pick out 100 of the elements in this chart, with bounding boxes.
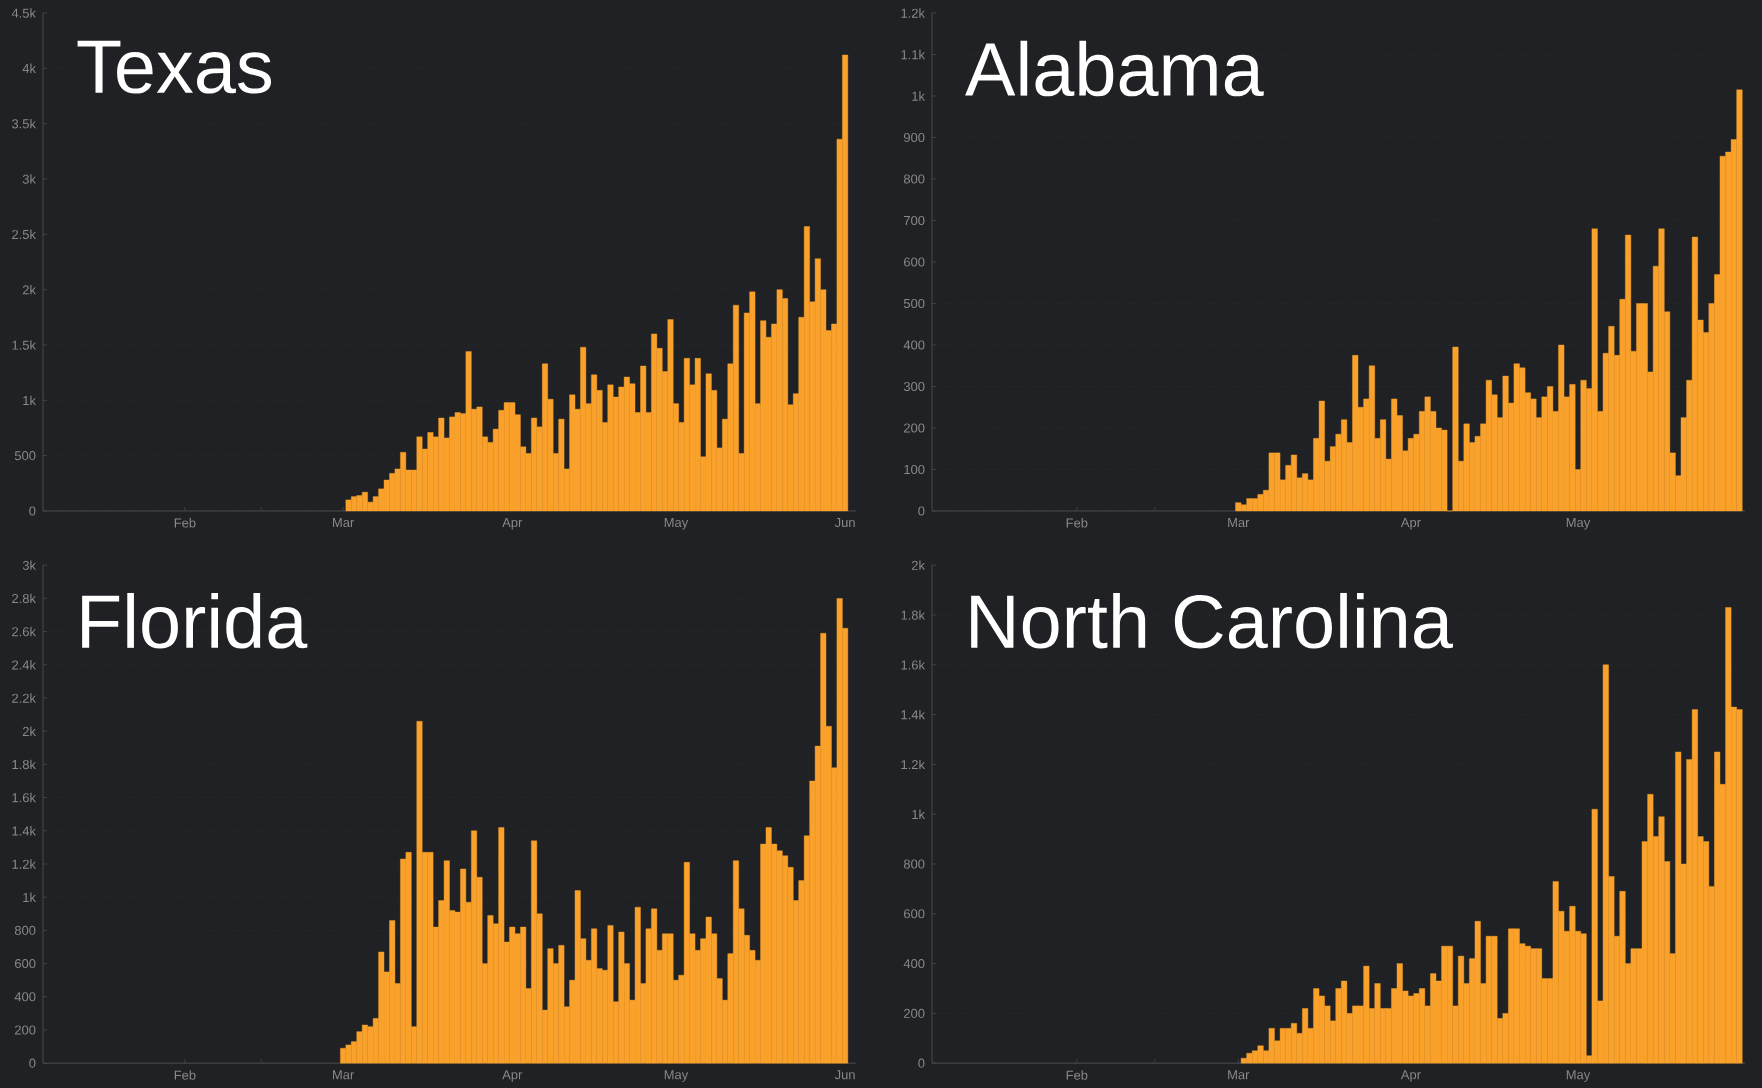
bar bbox=[1675, 751, 1682, 1064]
bar bbox=[416, 720, 423, 1064]
bar bbox=[405, 851, 412, 1064]
bar bbox=[705, 373, 712, 511]
bar bbox=[1463, 423, 1470, 511]
bar bbox=[803, 226, 810, 511]
bar bbox=[1240, 504, 1247, 511]
bar bbox=[378, 951, 385, 1064]
bar bbox=[667, 319, 674, 511]
bar bbox=[498, 827, 505, 1064]
bar bbox=[1491, 935, 1498, 1064]
bar bbox=[389, 920, 396, 1064]
bar bbox=[1391, 398, 1398, 511]
bar bbox=[1580, 933, 1587, 1064]
bar bbox=[1446, 945, 1453, 1064]
bar bbox=[1374, 983, 1381, 1064]
bar bbox=[1452, 346, 1459, 511]
bar bbox=[520, 926, 527, 1064]
bar bbox=[569, 394, 576, 511]
bar bbox=[1691, 236, 1698, 511]
bar bbox=[1725, 607, 1732, 1064]
bar bbox=[591, 928, 598, 1064]
bar bbox=[836, 597, 843, 1064]
bar bbox=[1246, 1052, 1253, 1064]
bar bbox=[618, 931, 625, 1064]
bar bbox=[427, 851, 434, 1064]
bar bbox=[1341, 980, 1348, 1064]
bar bbox=[683, 861, 690, 1064]
bar bbox=[640, 365, 647, 511]
bar bbox=[487, 915, 494, 1064]
bar bbox=[733, 304, 739, 511]
bar bbox=[1279, 1027, 1286, 1064]
bar bbox=[1368, 365, 1375, 511]
bar bbox=[1274, 452, 1281, 511]
bar bbox=[607, 924, 614, 1064]
bar bbox=[531, 840, 538, 1064]
bar bbox=[733, 860, 739, 1064]
bar bbox=[1658, 228, 1665, 511]
bar bbox=[1736, 709, 1743, 1064]
bar bbox=[416, 436, 423, 511]
bar bbox=[558, 944, 565, 1064]
bar bbox=[1268, 452, 1275, 511]
bar bbox=[1641, 303, 1648, 511]
bar bbox=[476, 406, 483, 511]
bar bbox=[1302, 1007, 1309, 1064]
bar bbox=[651, 908, 658, 1064]
bar bbox=[465, 351, 472, 511]
bar bbox=[1558, 344, 1565, 511]
bar bbox=[383, 479, 390, 511]
bar bbox=[1591, 228, 1598, 511]
bar bbox=[356, 1031, 363, 1064]
bar bbox=[1246, 498, 1253, 511]
bar bbox=[1625, 234, 1632, 511]
bar bbox=[345, 499, 352, 511]
bar bbox=[372, 496, 379, 511]
bar bbox=[1485, 379, 1492, 511]
bar bbox=[842, 54, 849, 511]
bar bbox=[1252, 1050, 1258, 1064]
bar bbox=[1502, 375, 1509, 511]
bar bbox=[820, 632, 827, 1064]
bar bbox=[607, 384, 614, 511]
bar bbox=[1268, 1027, 1275, 1064]
bar bbox=[1240, 1057, 1247, 1064]
bar bbox=[1736, 89, 1743, 511]
chart-title: North Carolina bbox=[971, 592, 1453, 649]
bar bbox=[1569, 383, 1576, 511]
bar bbox=[1441, 429, 1448, 511]
bar bbox=[667, 933, 674, 1064]
bar bbox=[1318, 400, 1325, 511]
bar bbox=[1485, 935, 1492, 1064]
bar bbox=[558, 418, 565, 511]
bar bbox=[694, 357, 701, 511]
bar bbox=[400, 451, 407, 511]
bar bbox=[1474, 920, 1481, 1064]
bar bbox=[1380, 419, 1387, 511]
bar bbox=[362, 491, 368, 511]
bar bbox=[542, 363, 548, 511]
bar bbox=[1691, 709, 1698, 1064]
bar bbox=[1513, 363, 1520, 511]
bar bbox=[1552, 880, 1559, 1064]
bar bbox=[574, 890, 581, 1064]
bar bbox=[1235, 502, 1242, 511]
bar bbox=[1335, 988, 1342, 1064]
bar bbox=[1591, 808, 1598, 1064]
bar bbox=[634, 906, 641, 1064]
chart-title: Florida bbox=[82, 592, 308, 649]
bar bbox=[1580, 379, 1587, 511]
bar bbox=[1290, 454, 1297, 511]
bar bbox=[683, 357, 690, 511]
bar bbox=[547, 948, 554, 1064]
bar bbox=[1396, 963, 1403, 1064]
bar bbox=[1602, 664, 1609, 1064]
bar bbox=[749, 291, 756, 511]
bar bbox=[629, 383, 636, 511]
bar bbox=[1719, 155, 1726, 511]
bar bbox=[1352, 354, 1359, 511]
bar bbox=[1363, 965, 1370, 1064]
bar bbox=[1257, 493, 1264, 511]
bar bbox=[1619, 890, 1626, 1064]
bar bbox=[345, 1044, 352, 1064]
